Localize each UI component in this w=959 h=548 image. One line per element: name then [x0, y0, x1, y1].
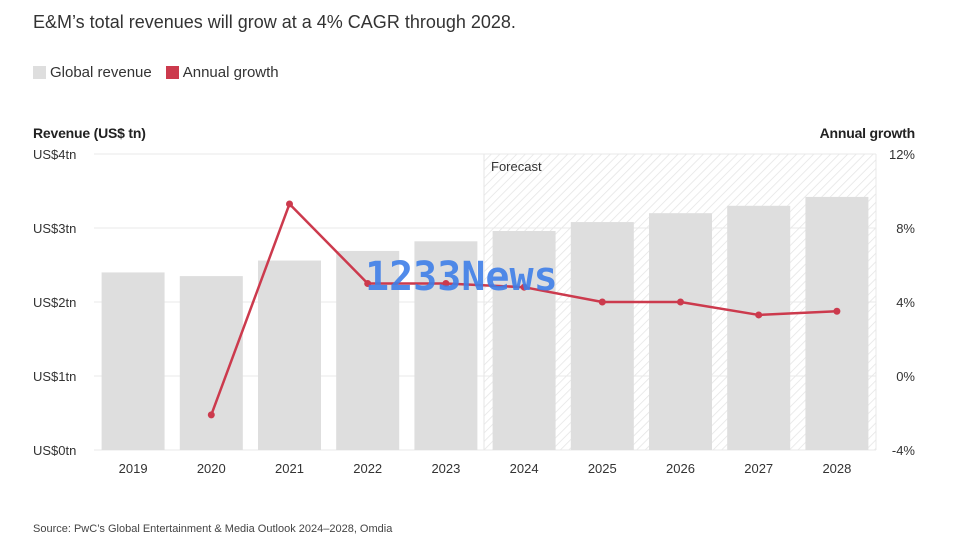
- right-tick-label: 0%: [896, 369, 915, 384]
- growth-point-2022: [364, 280, 372, 287]
- bar-2021: [258, 260, 321, 450]
- growth-point-2028: [833, 307, 841, 315]
- growth-point-2027: [755, 311, 763, 319]
- growth-point-2025: [598, 298, 606, 306]
- bar-2020: [179, 276, 243, 450]
- left-axis-title: Revenue (US$ tn): [33, 125, 146, 141]
- x-tick-label: 2026: [666, 461, 695, 476]
- x-tick-label: 2019: [119, 461, 148, 476]
- legend-item-annual-growth: Annual growth: [165, 64, 279, 81]
- x-tick-label: 2022: [353, 461, 382, 476]
- legend-item-global-revenue: Global revenue: [33, 64, 152, 81]
- right-tick-label: 8%: [896, 221, 915, 236]
- legend-swatch-annual-growth: [165, 66, 179, 79]
- x-tick-label: 2020: [197, 461, 226, 476]
- right-tick-label: 12%: [889, 147, 915, 162]
- right-tick-label: 4%: [896, 295, 915, 310]
- watermark: 1233News: [365, 254, 558, 300]
- x-tick-label: 2027: [744, 461, 773, 476]
- growth-point-2023: [442, 280, 450, 287]
- bar-2025: [570, 222, 634, 450]
- x-tick-label: 2024: [510, 461, 539, 476]
- bar-2027: [727, 205, 791, 450]
- source-note: Source: PwC’s Global Entertainment & Med…: [33, 523, 393, 535]
- legend-swatch-global-revenue: [33, 66, 46, 79]
- growth-point-2026: [677, 298, 684, 306]
- bar-2028: [805, 196, 869, 450]
- left-tick-label: US$1tn: [33, 369, 76, 384]
- left-tick-label: US$2tn: [33, 295, 76, 310]
- forecast-label: Forecast: [491, 159, 542, 174]
- right-tick-label: -4%: [892, 443, 916, 458]
- x-tick-label: 2028: [822, 461, 851, 476]
- growth-point-2020: [207, 411, 215, 419]
- chart-title: E&M’s total revenues will grow at a 4% C…: [33, 12, 516, 32]
- legend-label-global-revenue: Global revenue: [50, 64, 152, 81]
- legend: Global revenue Annual growth: [33, 64, 293, 81]
- left-tick-label: US$0tn: [33, 443, 76, 458]
- legend-label-annual-growth: Annual growth: [182, 64, 279, 81]
- bar-2026: [649, 213, 712, 450]
- growth-point-2021: [286, 200, 293, 208]
- left-tick-label: US$3tn: [33, 221, 76, 236]
- x-tick-label: 2025: [588, 461, 617, 476]
- growth-point-2024: [520, 283, 528, 291]
- right-axis-title: Annual growth: [820, 125, 915, 141]
- x-tick-label: 2021: [275, 461, 304, 476]
- bar-2024: [492, 230, 556, 450]
- bar-2023: [414, 241, 478, 450]
- left-tick-label: US$4tn: [33, 147, 76, 162]
- x-tick-label: 2023: [431, 461, 460, 476]
- bar-2019: [101, 272, 165, 450]
